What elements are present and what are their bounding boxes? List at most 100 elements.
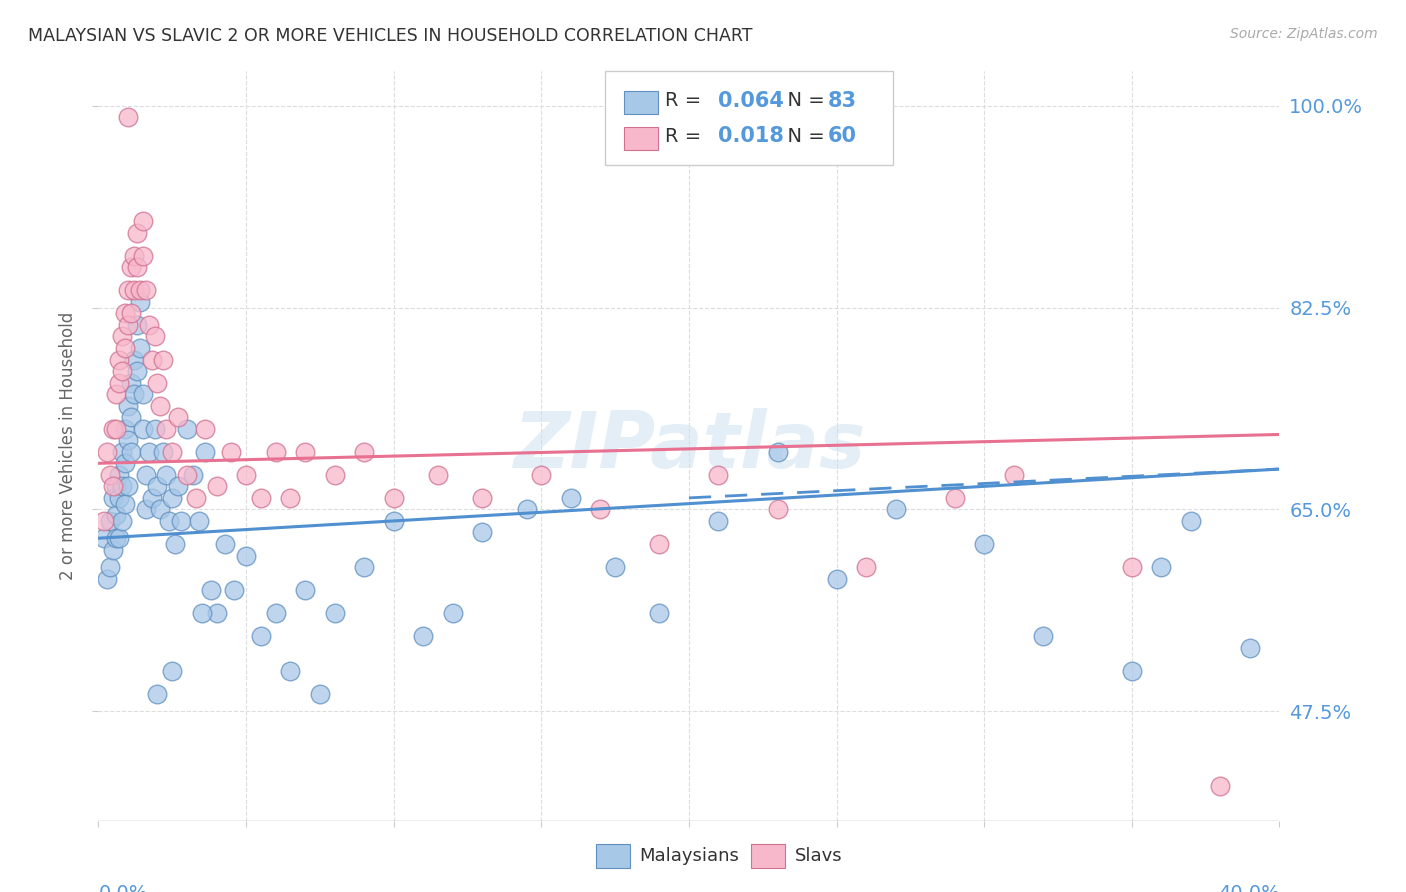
- Point: [122, 352, 145, 367]
- Point: [221, 444, 243, 458]
- Point: [98, 560, 121, 574]
- Point: [103, 422, 125, 436]
- Point: [181, 467, 204, 482]
- Text: 0.0%: 0.0%: [98, 884, 148, 892]
- Point: [176, 467, 198, 482]
- Point: [125, 364, 148, 378]
- Point: [155, 422, 177, 436]
- Text: ZIPatlas: ZIPatlas: [513, 408, 865, 484]
- Point: [111, 444, 134, 458]
- Point: [146, 376, 169, 390]
- Point: [1121, 560, 1143, 574]
- Point: [125, 226, 148, 240]
- Point: [884, 502, 907, 516]
- Point: [152, 444, 174, 458]
- Point: [155, 467, 177, 482]
- Point: [111, 479, 134, 493]
- Point: [250, 491, 273, 505]
- Point: [114, 422, 136, 436]
- Point: [105, 531, 128, 545]
- Point: [1180, 514, 1202, 528]
- Point: [294, 444, 316, 458]
- Point: [141, 491, 163, 505]
- Point: [162, 664, 183, 678]
- Point: [825, 572, 848, 586]
- Point: [117, 111, 139, 125]
- Point: [309, 687, 332, 701]
- Point: [141, 352, 163, 367]
- Point: [165, 537, 187, 551]
- Point: [353, 560, 375, 574]
- Point: [96, 444, 118, 458]
- Point: [943, 491, 966, 505]
- Point: [114, 456, 136, 470]
- Point: [108, 352, 131, 367]
- Text: 60: 60: [828, 127, 858, 146]
- Point: [530, 467, 553, 482]
- Point: [471, 491, 494, 505]
- Point: [138, 318, 160, 332]
- Point: [120, 306, 142, 320]
- Point: [707, 514, 730, 528]
- Point: [560, 491, 582, 505]
- Point: [280, 491, 302, 505]
- Point: [111, 364, 134, 378]
- Point: [1209, 779, 1232, 793]
- Text: N =: N =: [775, 127, 831, 146]
- Point: [471, 525, 494, 540]
- Point: [184, 491, 207, 505]
- Text: 0.064: 0.064: [718, 91, 785, 111]
- Point: [205, 479, 228, 493]
- Point: [132, 422, 155, 436]
- Point: [114, 306, 136, 320]
- Point: [162, 491, 183, 505]
- Text: Malaysians: Malaysians: [640, 847, 740, 865]
- Point: [122, 387, 145, 401]
- Point: [264, 606, 287, 620]
- Point: [224, 583, 246, 598]
- Point: [135, 284, 157, 298]
- Point: [128, 294, 150, 309]
- Y-axis label: 2 or more Vehicles in Household: 2 or more Vehicles in Household: [59, 312, 77, 580]
- Point: [353, 444, 375, 458]
- Point: [103, 479, 125, 493]
- Point: [117, 479, 139, 493]
- Point: [146, 687, 169, 701]
- Point: [1002, 467, 1025, 482]
- Text: N =: N =: [775, 91, 831, 111]
- Point: [427, 467, 450, 482]
- Point: [108, 491, 131, 505]
- Point: [605, 560, 627, 574]
- Point: [167, 479, 190, 493]
- Point: [135, 502, 157, 516]
- Point: [120, 444, 142, 458]
- Point: [93, 531, 115, 545]
- Point: [441, 606, 464, 620]
- Point: [323, 467, 346, 482]
- Point: [149, 399, 172, 413]
- Point: [162, 444, 183, 458]
- Text: 83: 83: [828, 91, 858, 111]
- Point: [323, 606, 346, 620]
- Point: [143, 329, 166, 343]
- Point: [707, 467, 730, 482]
- Point: [120, 376, 142, 390]
- Point: [149, 502, 172, 516]
- Point: [114, 497, 136, 511]
- Point: [280, 664, 302, 678]
- Point: [855, 560, 877, 574]
- Text: Source: ZipAtlas.com: Source: ZipAtlas.com: [1230, 27, 1378, 41]
- Point: [114, 341, 136, 355]
- Text: 0.018: 0.018: [718, 127, 785, 146]
- Point: [1239, 640, 1261, 655]
- Point: [117, 318, 139, 332]
- Point: [122, 284, 145, 298]
- Text: R =: R =: [665, 127, 714, 146]
- Point: [250, 629, 273, 643]
- Point: [589, 502, 612, 516]
- Point: [117, 434, 139, 448]
- Point: [146, 479, 169, 493]
- Point: [122, 249, 145, 263]
- Point: [382, 491, 405, 505]
- Point: [187, 514, 209, 528]
